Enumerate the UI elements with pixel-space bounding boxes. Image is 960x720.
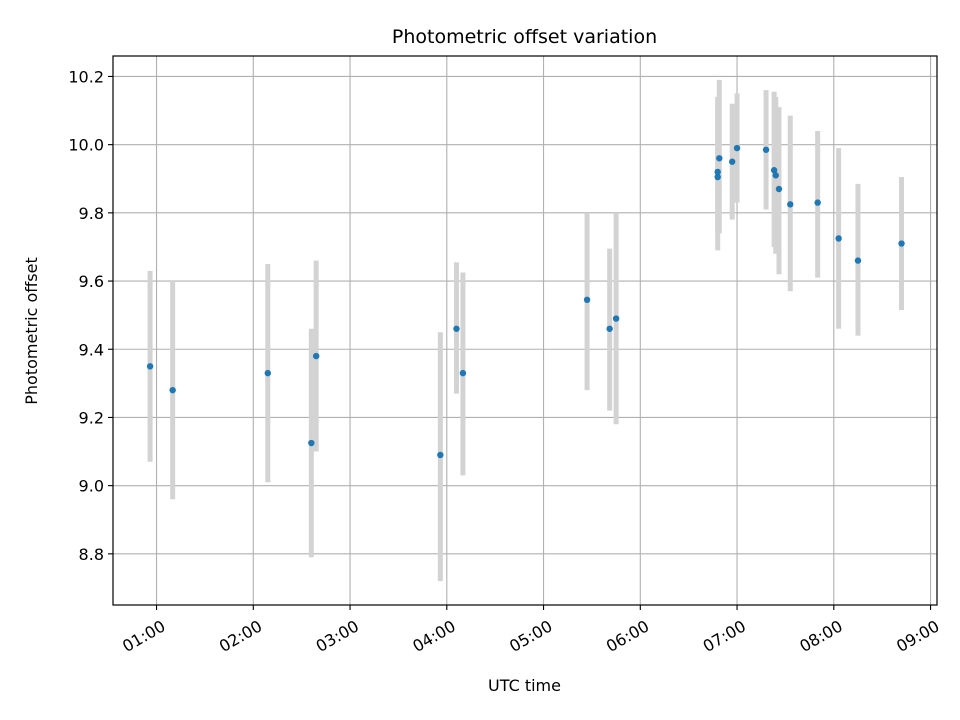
- data-point: [772, 172, 779, 179]
- data-point: [437, 451, 444, 459]
- data-point: [459, 369, 467, 377]
- data-point: [762, 146, 770, 153]
- data-point: [264, 369, 272, 377]
- x-tick-label: 07:00: [700, 616, 749, 656]
- data-point: [787, 201, 794, 208]
- data-point: [729, 158, 736, 165]
- x-axis-label: UTC time: [488, 676, 561, 695]
- data-point: [835, 235, 842, 242]
- error-bars: [147, 79, 905, 582]
- data-point: [770, 167, 778, 174]
- x-tick-label: 06:00: [603, 616, 652, 656]
- y-axis-label: Photometric offset: [22, 257, 41, 405]
- data-point: [612, 315, 620, 322]
- data-point: [308, 439, 315, 447]
- y-tick-label: 8.8: [79, 545, 104, 564]
- y-tick-label: 9.0: [79, 477, 104, 496]
- y-tick-label: 9.8: [79, 204, 104, 223]
- x-tick-label: 05:00: [506, 616, 555, 656]
- data-point: [854, 257, 862, 264]
- x-tick-label: 02:00: [216, 616, 265, 656]
- data-point: [716, 155, 723, 162]
- data-point: [146, 363, 154, 370]
- data-points: [146, 144, 905, 459]
- y-tick-label: 9.6: [79, 272, 104, 291]
- chart-title: Photometric offset variation: [392, 26, 657, 48]
- x-tick-label: 01:00: [119, 616, 168, 656]
- x-axis-ticks: 01:00 02:00 03:00 04:00 05:00 06:00 07:00 08:00…: [119, 605, 943, 656]
- x-tick-label: 08:00: [796, 616, 845, 656]
- data-point: [606, 325, 613, 332]
- x-tick-label: 09:00: [893, 616, 942, 656]
- plot-frame: [112, 55, 938, 606]
- y-tick-label: 10.2: [68, 67, 104, 86]
- data-point: [312, 352, 320, 360]
- data-point: [898, 240, 905, 247]
- data-point: [733, 144, 741, 152]
- data-point: [714, 168, 721, 176]
- y-tick-label: 9.2: [79, 408, 104, 427]
- y-axis-ticks: 8.8 9.0 9.2 9.4 9.6 9.8 10.0 10.2: [68, 67, 113, 564]
- data-point: [453, 325, 460, 332]
- y-tick-label: 10.0: [68, 136, 104, 155]
- data-point: [775, 185, 783, 193]
- data-point: [583, 296, 591, 304]
- grid-lines: [113, 56, 937, 605]
- y-tick-label: 9.4: [79, 340, 104, 359]
- data-point: [714, 173, 721, 181]
- data-point: [814, 199, 821, 206]
- data-point: [169, 386, 176, 394]
- x-tick-label: 04:00: [409, 616, 458, 656]
- x-tick-label: 03:00: [313, 616, 362, 656]
